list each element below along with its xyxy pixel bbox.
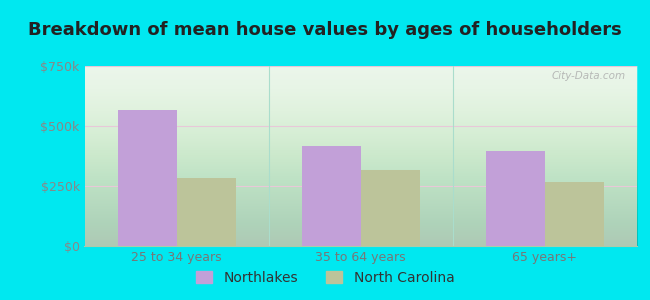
Bar <box>361 170 420 246</box>
Bar <box>545 182 604 246</box>
Bar <box>177 178 235 246</box>
Bar <box>486 151 545 246</box>
Bar <box>118 110 177 246</box>
Text: City-Data.com: City-Data.com <box>552 71 626 81</box>
Legend: Northlakes, North Carolina: Northlakes, North Carolina <box>190 265 460 290</box>
Text: Breakdown of mean house values by ages of householders: Breakdown of mean house values by ages o… <box>28 21 622 39</box>
Bar <box>302 146 361 246</box>
